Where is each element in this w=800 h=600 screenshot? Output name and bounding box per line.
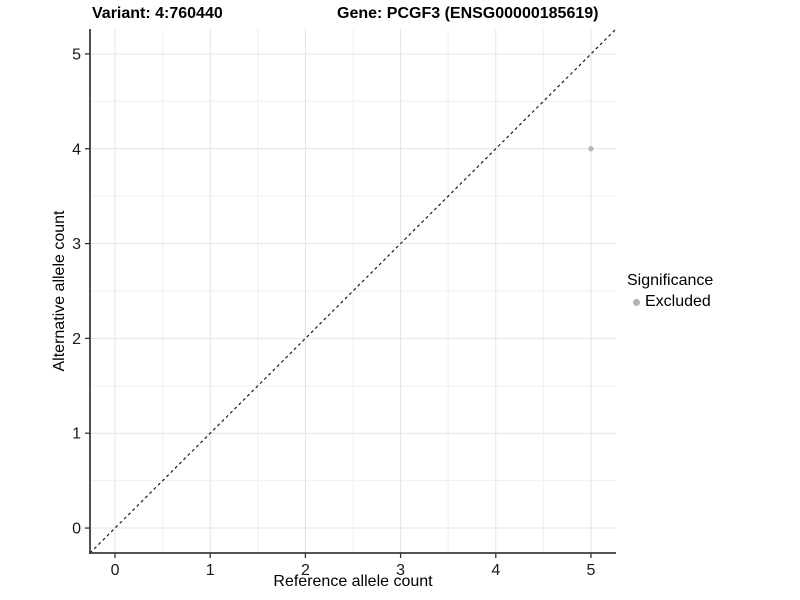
y-tick-label: 3	[72, 236, 81, 253]
x-tick-label: 5	[587, 562, 596, 579]
x-tick-label: 3	[396, 562, 405, 579]
identity-dashed-line	[89, 28, 617, 554]
plot-title-variant: Variant: 4:760440	[92, 5, 223, 22]
y-tick-label: 0	[72, 521, 81, 538]
data-point	[588, 146, 594, 152]
x-tick-label: 0	[111, 562, 120, 579]
x-tick-label: 1	[206, 562, 215, 579]
legend-item-excluded: Excluded	[627, 293, 713, 311]
legend-point-icon	[633, 298, 640, 306]
x-tick-label: 4	[491, 562, 500, 579]
legend-title: Significance	[627, 272, 714, 289]
y-tick-label: 5	[72, 46, 81, 63]
y-tick-label: 1	[72, 426, 81, 443]
legend-item-label: Excluded	[645, 293, 711, 310]
plot-title-gene: Gene: PCGF3 (ENSG00000185619)	[337, 5, 599, 22]
y-tick-label: 4	[72, 141, 81, 158]
x-tick-label: 2	[301, 562, 310, 579]
y-tick-label: 2	[72, 331, 81, 348]
x-axis-title: Reference allele count	[273, 573, 433, 590]
legend: Significance Excluded	[627, 272, 713, 311]
y-axis-title: Alternative allele count	[51, 210, 68, 372]
